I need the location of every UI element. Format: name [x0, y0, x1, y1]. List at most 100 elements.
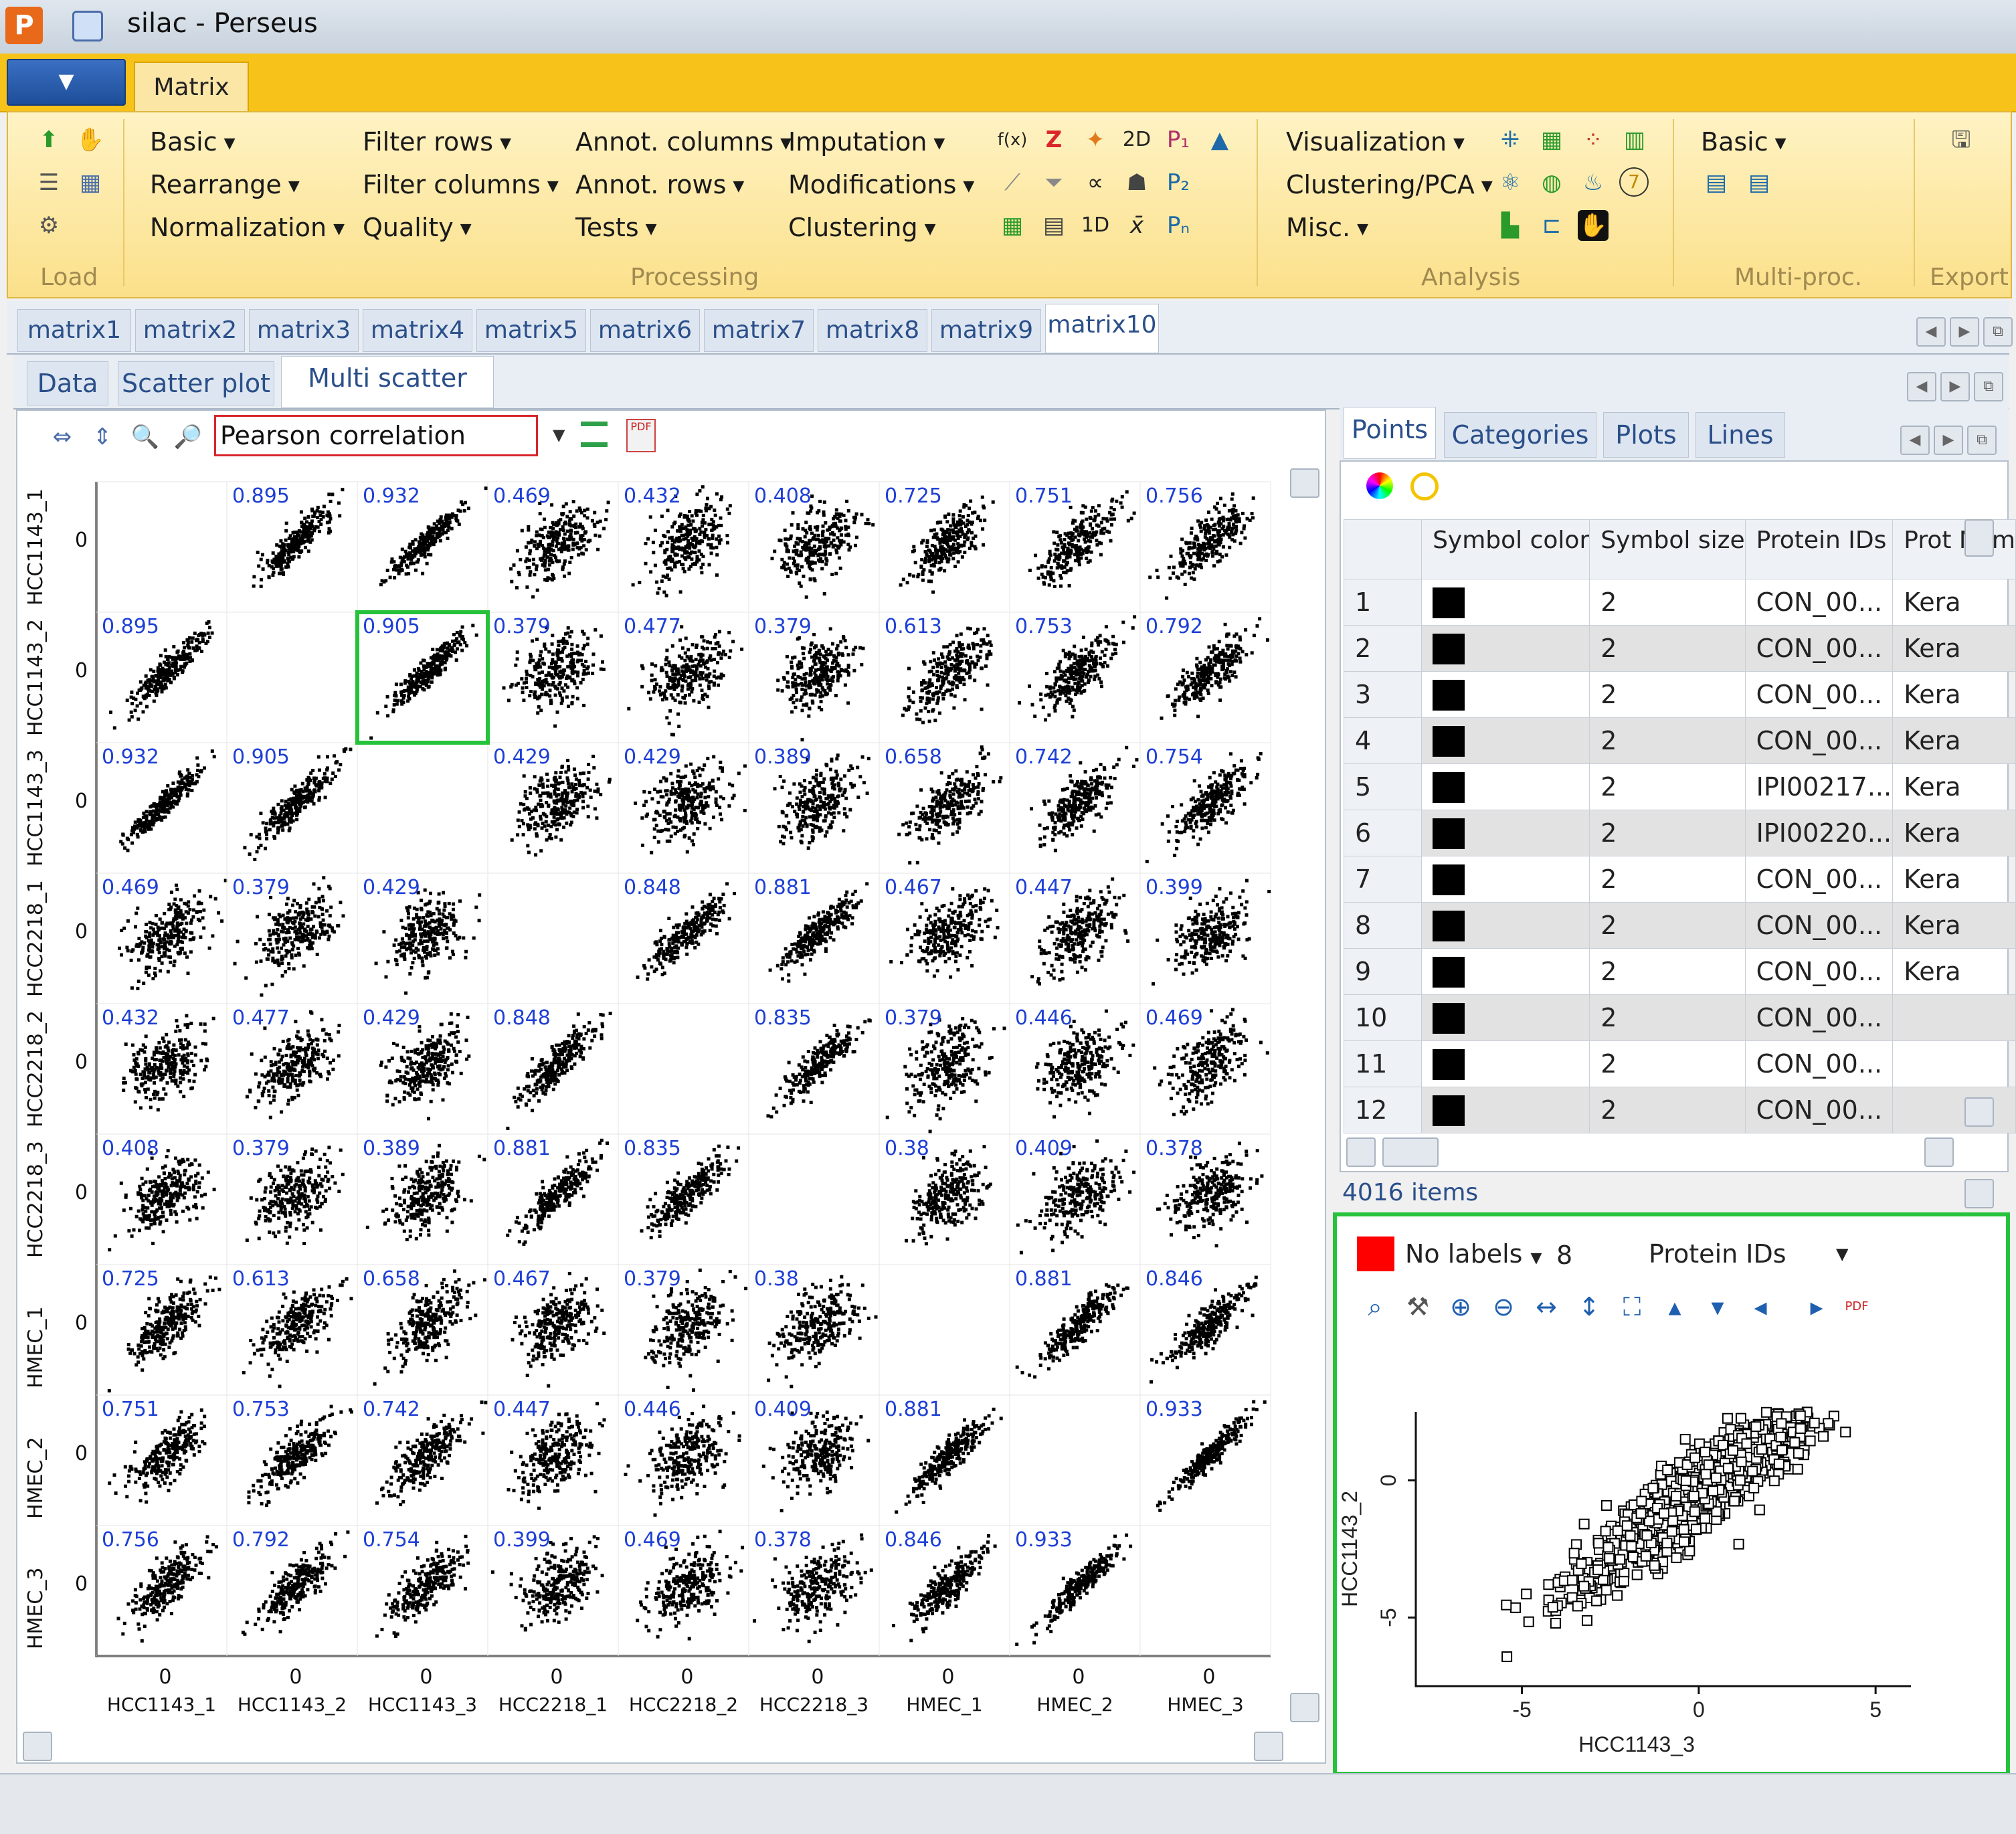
line-chart-icon[interactable]: ⟋ — [997, 167, 1028, 198]
fox-icon[interactable]: ✦ — [1080, 124, 1111, 155]
peak-icon[interactable]: ▲ — [1204, 124, 1235, 155]
symbol-color-cell[interactable] — [1422, 810, 1590, 856]
protein-names-cell[interactable] — [1893, 1041, 2016, 1087]
protein-ids-cell[interactable]: CON_00... — [1745, 995, 1893, 1041]
protein-names-cell[interactable]: Kera — [1893, 949, 2016, 995]
protein-ids-cell[interactable]: CON_00... — [1745, 626, 1893, 672]
protein-names-cell[interactable]: Kera — [1893, 810, 2016, 856]
p1-icon[interactable]: P₁ — [1163, 124, 1194, 155]
tab-scroll-left-icon[interactable]: ◀ — [1916, 317, 1946, 347]
tools-icon[interactable]: ⚒ — [1401, 1290, 1435, 1323]
col-header-protein-names[interactable]: Prot Nam — [1893, 520, 2016, 579]
row-number[interactable]: 2 — [1344, 626, 1422, 672]
symbol-color-cell[interactable] — [1422, 626, 1590, 672]
load-arrow-icon[interactable]: ⬆ — [33, 124, 64, 155]
one-d-icon[interactable]: 1D — [1080, 210, 1111, 241]
hscroll-right-icon[interactable] — [1254, 1732, 1283, 1761]
tab-matrix5[interactable]: matrix5 — [476, 309, 586, 352]
protein-ids-cell[interactable]: CON_00... — [1745, 579, 1893, 626]
proc-clustering-menu[interactable]: Clustering▼ — [788, 213, 936, 242]
save-icon[interactable]: 🖫 — [1946, 124, 1977, 155]
proc-imputation-menu[interactable]: Imputation▼ — [788, 127, 945, 157]
zoom-out-icon[interactable]: ⊖ — [1487, 1290, 1520, 1323]
pan-horizontal-icon[interactable]: ↔ — [1530, 1290, 1563, 1323]
pn-icon[interactable]: Pₙ — [1163, 210, 1194, 241]
venn-icon[interactable]: ◍ — [1536, 167, 1567, 198]
tab-plots[interactable]: Plots — [1603, 412, 1689, 458]
protein-ids-cell[interactable]: CON_00... — [1745, 718, 1893, 764]
proc-filter-columns-menu[interactable]: Filter columns▼ — [363, 170, 559, 199]
fit-height-icon[interactable]: ⇕ — [87, 422, 118, 452]
symbol-size-cell[interactable]: 2 — [1590, 626, 1745, 672]
symbol-size-cell[interactable]: 2 — [1590, 995, 1745, 1041]
proc-annot-columns-menu[interactable]: Annot. columns▼ — [575, 127, 792, 157]
move-left-icon[interactable]: ◂ — [1744, 1290, 1777, 1323]
symbol-size-cell[interactable]: 2 — [1590, 810, 1745, 856]
pdf-export-icon[interactable]: PDF — [626, 419, 656, 452]
row-number[interactable]: 9 — [1344, 949, 1422, 995]
table-vscroll-down[interactable] — [1964, 1097, 1994, 1127]
load-settings-icon[interactable]: ⚙ — [33, 210, 64, 241]
analysis-clustering-pca-menu[interactable]: Clustering/PCA▼ — [1286, 170, 1493, 199]
hscroll-left-icon[interactable] — [23, 1732, 52, 1761]
tab-matrix7[interactable]: matrix7 — [704, 309, 814, 352]
proc-normalization-menu[interactable]: Normalization▼ — [150, 213, 345, 242]
pan-vertical-icon[interactable]: ↕ — [1572, 1290, 1606, 1323]
symbol-size-cell[interactable]: 2 — [1590, 1087, 1745, 1133]
protein-ids-cell[interactable]: CON_00... — [1745, 1087, 1893, 1133]
symbol-color-cell[interactable] — [1422, 764, 1590, 810]
protein-names-cell[interactable]: Kera — [1893, 764, 2016, 810]
tab-lines[interactable]: Lines — [1696, 412, 1785, 458]
symbol-size-cell[interactable]: 2 — [1590, 903, 1745, 949]
analysis-visualization-menu[interactable]: Visualization▼ — [1286, 127, 1465, 157]
col-header-symbol-size[interactable]: Symbol size — [1590, 520, 1745, 579]
tab-matrix10[interactable]: matrix10 — [1045, 304, 1159, 353]
protein-ids-cell[interactable]: CON_00... — [1745, 949, 1893, 995]
infinity-icon[interactable]: ∝ — [1080, 167, 1111, 198]
seven-icon[interactable]: 7 — [1619, 167, 1649, 197]
z-score-icon[interactable]: Z — [1038, 124, 1069, 155]
two-d-icon[interactable]: 2D — [1121, 124, 1152, 155]
protein-names-cell[interactable]: Kera — [1893, 718, 2016, 764]
zoom-in-icon[interactable]: ⊕ — [1444, 1290, 1477, 1323]
symbol-color-cell[interactable] — [1422, 579, 1590, 626]
bar-chart-icon[interactable]: ▙ — [1495, 210, 1526, 241]
label-column-select[interactable]: Protein IDs — [1649, 1239, 1786, 1269]
col-header-symbol-color[interactable]: Symbol color — [1422, 520, 1590, 579]
symbol-size-cell[interactable]: 2 — [1590, 949, 1745, 995]
crowd-icon[interactable]: ☗ — [1121, 167, 1152, 198]
fit-width-icon[interactable]: ⇔ — [47, 422, 78, 452]
row-number[interactable]: 3 — [1344, 672, 1422, 718]
labels-select[interactable]: No labels▼ — [1405, 1239, 1542, 1269]
protein-names-cell[interactable] — [1893, 995, 2016, 1041]
perseus-app-icon[interactable]: P — [5, 7, 43, 44]
row-number[interactable]: 12 — [1344, 1087, 1422, 1133]
tab-matrix6[interactable]: matrix6 — [590, 309, 700, 352]
symbol-color-cell[interactable] — [1422, 1041, 1590, 1087]
row-number[interactable]: 1 — [1344, 579, 1422, 626]
col-header-protein-ids[interactable]: Protein IDs — [1745, 520, 1893, 579]
proc-basic-menu[interactable]: Basic▼ — [150, 127, 236, 157]
fit-all-icon[interactable]: ⛶ — [1615, 1290, 1649, 1323]
table-vscroll-thumb[interactable] — [1964, 519, 1994, 557]
correlation-method-select[interactable]: Pearson correlation — [214, 415, 538, 456]
row-number[interactable]: 10 — [1344, 995, 1422, 1041]
symbol-color-cell[interactable] — [1422, 672, 1590, 718]
tab-matrix4[interactable]: matrix4 — [363, 309, 472, 352]
multiproc-table-icon-2[interactable]: ▤ — [1744, 167, 1774, 198]
analysis-misc-menu[interactable]: Misc.▼ — [1286, 213, 1368, 242]
symbol-size-cell[interactable]: 2 — [1590, 764, 1745, 810]
row-number[interactable]: 6 — [1344, 810, 1422, 856]
table-hscroll-right[interactable] — [1924, 1137, 1954, 1167]
move-right-icon[interactable]: ▸ — [1800, 1290, 1833, 1323]
p2-icon[interactable]: P₂ — [1163, 167, 1194, 198]
mean-icon[interactable]: x̄ — [1121, 210, 1152, 241]
zoom-out-icon[interactable]: 🔎 — [173, 422, 203, 452]
table-icon[interactable]: ▤ — [1038, 210, 1069, 241]
